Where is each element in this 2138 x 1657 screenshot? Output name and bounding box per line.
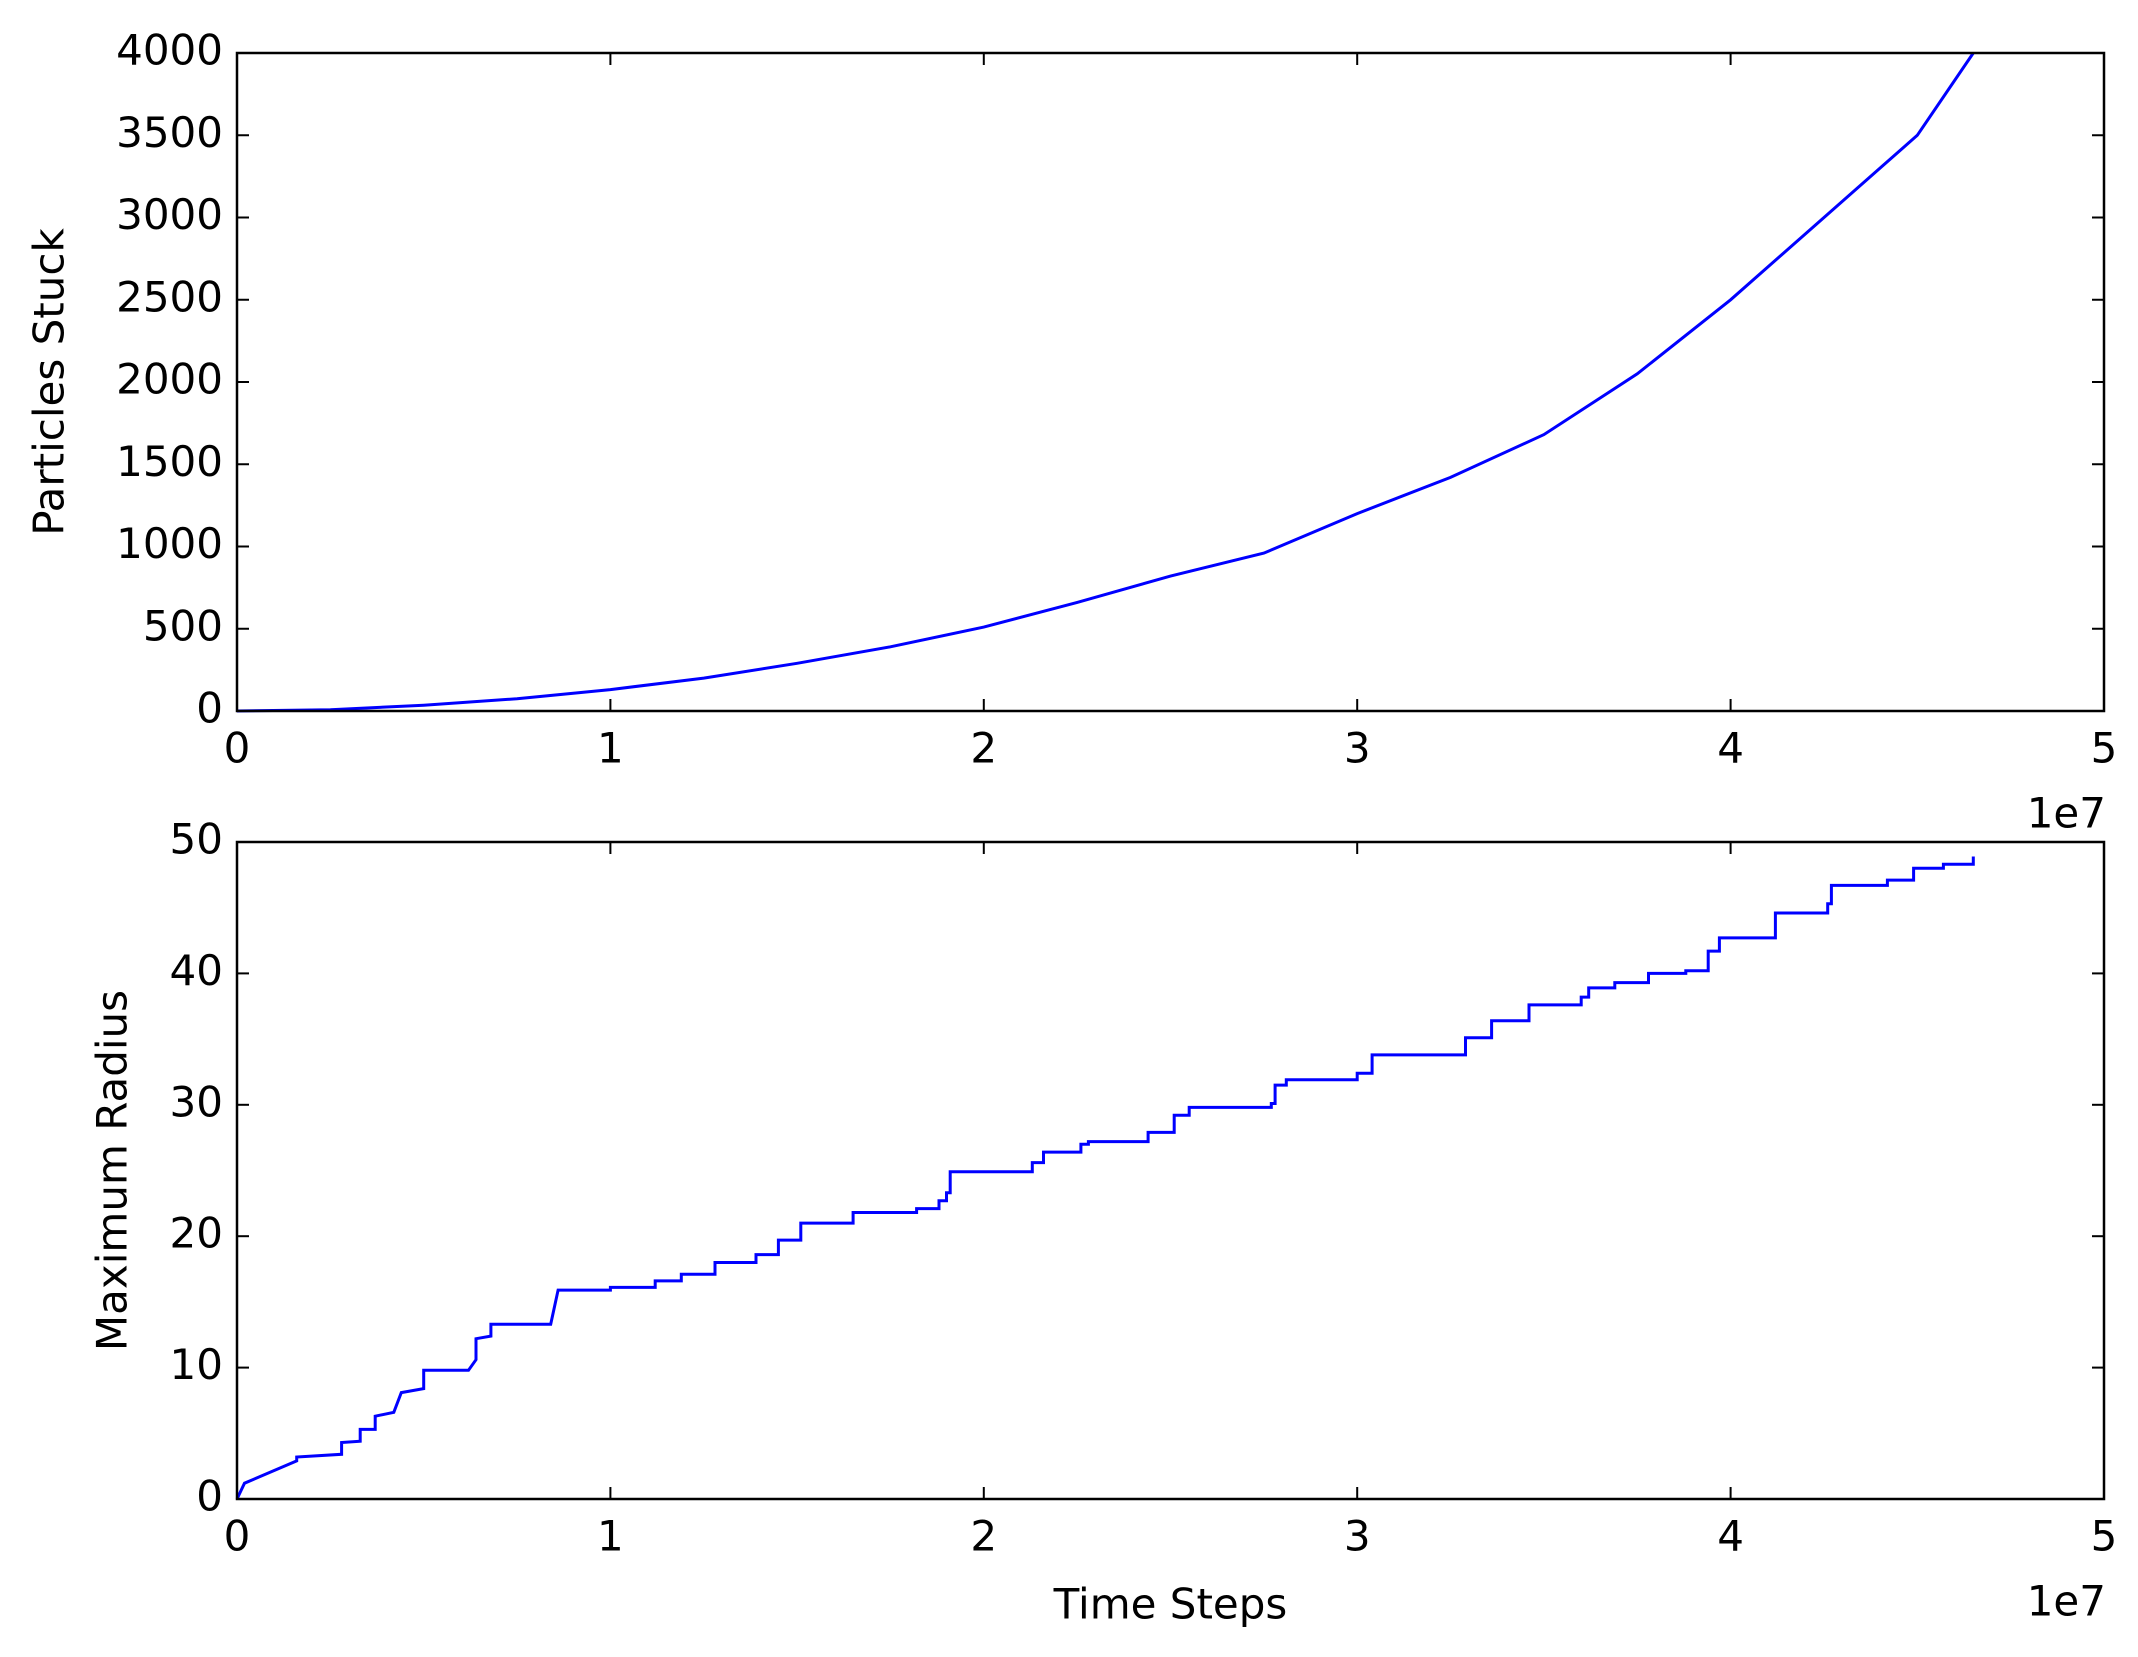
y-tick-label: 0 xyxy=(196,684,223,733)
y-tick-label: 1500 xyxy=(116,437,223,486)
y-tick-label: 2500 xyxy=(116,272,223,321)
y-tick-label: 1000 xyxy=(116,519,223,568)
x-tick-label: 5 xyxy=(2091,724,2118,773)
x-tick-label: 3 xyxy=(1344,724,1371,773)
y-tick-label: 20 xyxy=(170,1209,223,1258)
y-tick-label: 30 xyxy=(170,1077,223,1126)
data-line xyxy=(236,52,1975,713)
x-tick-label: 0 xyxy=(224,724,251,773)
plot-frame xyxy=(235,840,2106,1501)
x-tick-label: 2 xyxy=(970,724,997,773)
x-tick-label: 3 xyxy=(1344,1512,1371,1561)
x-tick-label: 1 xyxy=(597,1512,624,1561)
x-offset-label: 1e7 xyxy=(2027,789,2106,838)
x-tick-label: 1 xyxy=(597,724,624,773)
x-tick-label: 4 xyxy=(1717,724,1744,773)
y-tick-label: 40 xyxy=(170,946,223,995)
y-tick-label: 3000 xyxy=(116,190,223,239)
data-line xyxy=(235,856,1975,1500)
y-tick-label: 4000 xyxy=(116,26,223,75)
y-axis-label: Maximum Radius xyxy=(88,990,137,1351)
y-tick-label: 2000 xyxy=(116,355,223,404)
y-tick-label: 0 xyxy=(196,1472,223,1521)
y-tick-label: 3500 xyxy=(116,108,223,157)
x-offset-label: 1e7 xyxy=(2027,1577,2106,1626)
y-tick-label: 10 xyxy=(170,1340,223,1389)
x-tick-label: 5 xyxy=(2091,1512,2118,1561)
y-tick-label: 50 xyxy=(170,815,223,864)
plot-frame xyxy=(235,51,2106,713)
x-tick-label: 0 xyxy=(224,1512,251,1561)
y-axis-label: Particles Stuck xyxy=(25,228,74,536)
x-axis-label: Time Steps xyxy=(1053,1580,1288,1629)
x-tick-label: 4 xyxy=(1717,1512,1744,1561)
y-tick-label: 500 xyxy=(143,601,223,650)
x-tick-label: 2 xyxy=(970,1512,997,1561)
